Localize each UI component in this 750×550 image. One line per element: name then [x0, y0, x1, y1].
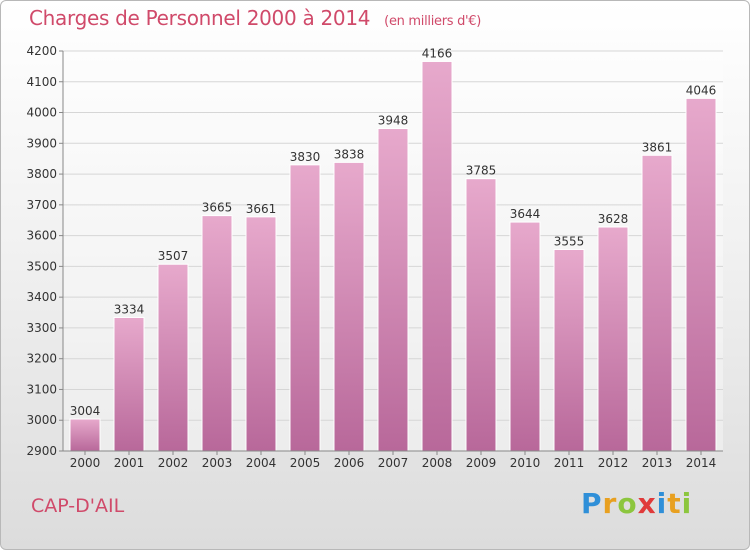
x-tick-label: 2001: [114, 456, 145, 470]
y-tick-label: 3300: [26, 321, 57, 335]
y-tick-label: 3000: [26, 413, 57, 427]
bar: [113, 316, 145, 452]
bar-value-label: 3861: [642, 140, 673, 154]
x-tick-label: 2002: [158, 456, 189, 470]
y-axis: 2900 3000 3100 3200 3300 3400 3500 3600 3700 3800…: [26, 44, 63, 458]
chart-title: Charges de Personnel 2000 à 2014 (en mill…: [29, 6, 481, 30]
y-tick-label: 4000: [26, 106, 57, 120]
bar-value-label: 3644: [510, 207, 541, 221]
y-tick-label: 3100: [26, 382, 57, 396]
x-tick-label: 2012: [598, 456, 629, 470]
x-tick-label: 2003: [202, 456, 233, 470]
bar-value-label: 3628: [598, 212, 629, 226]
brand-letter: i: [656, 487, 668, 520]
y-tick-label: 3700: [26, 198, 57, 212]
location-label: CAP-D'AIL: [31, 495, 125, 517]
bar-value-label: 3948: [378, 114, 409, 128]
bar-value-label: 3661: [246, 202, 277, 216]
bar: [465, 178, 497, 452]
y-tick-label: 3200: [26, 352, 57, 366]
bar-value-label: 3665: [202, 201, 233, 215]
x-tick-label: 2004: [246, 456, 277, 470]
bar: [201, 215, 233, 452]
y-tick-label: 3900: [26, 136, 57, 150]
unit-note: (en milliers d'€): [384, 14, 482, 29]
bar: [157, 263, 189, 452]
bars: 3004 3334 3507 3665 3661 3830 3838 3948 4166 3785…: [69, 46, 717, 452]
bar: [333, 161, 365, 452]
x-tick-label: 2005: [290, 456, 321, 470]
bar-value-label: 3334: [114, 302, 145, 316]
bar-value-label: 3785: [466, 164, 497, 178]
bar: [245, 216, 277, 452]
brand-letter: x: [637, 487, 657, 520]
bar: [69, 418, 101, 452]
bar-value-label: 3507: [158, 249, 189, 263]
x-tick-label: 2014: [686, 456, 717, 470]
x-tick-label: 2011: [554, 456, 585, 470]
y-tick-label: 4100: [26, 75, 57, 89]
brand-letter: P: [581, 487, 603, 520]
y-tick-label: 3500: [26, 259, 57, 273]
bar-value-label: 3830: [290, 150, 321, 164]
y-tick-label: 3400: [26, 290, 57, 304]
x-tick-label: 2010: [510, 456, 541, 470]
y-tick-label: 2900: [26, 444, 57, 458]
brand-letter: o: [617, 487, 638, 520]
x-tick-label: 2013: [642, 456, 673, 470]
bar-value-label: 3838: [334, 147, 365, 161]
x-tick-label: 2006: [334, 456, 365, 470]
bar-value-label: 4046: [686, 83, 717, 97]
bar: [421, 60, 453, 452]
x-tick-label: 2008: [422, 456, 453, 470]
bar: [377, 128, 409, 452]
y-tick-label: 3800: [26, 167, 57, 181]
bar: [509, 221, 541, 452]
title-text: Charges de Personnel 2000 à 2014: [29, 6, 371, 30]
x-tick-label: 2000: [70, 456, 101, 470]
x-axis: 2000 2001 2002 2003 2004 2005 2006 2007 2008 2009…: [70, 451, 717, 470]
bar: [553, 248, 585, 452]
y-tick-label: 4200: [26, 44, 57, 58]
bar: [685, 97, 717, 452]
x-tick-label: 2009: [466, 456, 497, 470]
brand-logo: Proxiti: [581, 487, 692, 520]
bar-value-label: 3004: [70, 404, 101, 418]
bar: [641, 154, 673, 452]
brand-letter: t: [667, 487, 682, 520]
brand-letter: i: [681, 487, 693, 520]
bar-value-label: 3555: [554, 234, 585, 248]
y-tick-label: 3600: [26, 229, 57, 243]
bar: [597, 226, 629, 452]
x-tick-label: 2007: [378, 456, 409, 470]
bar: [289, 164, 321, 452]
bar-value-label: 4166: [422, 46, 453, 60]
brand-letter: r: [602, 487, 618, 520]
